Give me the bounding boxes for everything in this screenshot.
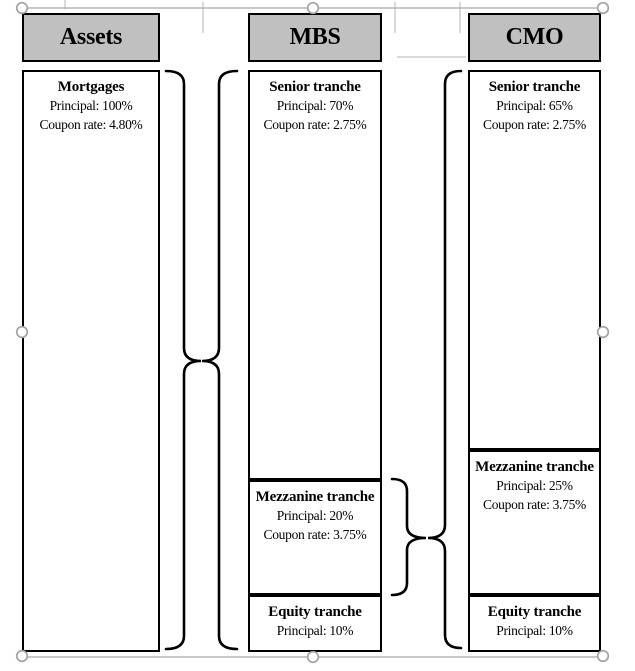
mbs-mezzanine-coupon: Coupon rate: 3.75% (263, 526, 367, 542)
mbs-header-box[interactable]: MBS (248, 13, 382, 62)
mbs-senior-tranche-box[interactable]: Senior tranche Principal: 70% Coupon rat… (248, 70, 382, 480)
mbs-mezzanine-title: Mezzanine tranche (255, 489, 375, 505)
assets-header-box[interactable]: Assets (22, 13, 160, 62)
mbs-equity-tranche-box[interactable]: Equity tranche Principal: 10% (248, 595, 382, 652)
mortgages-title: Mortgages (57, 79, 125, 95)
selection-handle-top-left[interactable] (15, 1, 29, 15)
mbs-mezzanine-principal: Principal: 20% (276, 508, 354, 523)
mbs-equity-principal: Principal: 10% (276, 623, 354, 638)
mbs-mezzanine-tranche-box[interactable]: Mezzanine tranche Principal: 20% Coupon … (248, 480, 382, 595)
selection-handle-bottom-right[interactable] (596, 649, 610, 663)
assets-header-label: Assets (59, 24, 123, 50)
mbs-senior-title: Senior tranche (269, 79, 361, 95)
cmo-senior-title: Senior tranche (488, 79, 581, 95)
cmo-equity-principal: Principal: 10% (496, 623, 573, 638)
brace-assets-closing[interactable] (164, 69, 202, 651)
cmo-senior-coupon: Coupon rate: 2.75% (483, 116, 586, 132)
brace-mbs-opening[interactable] (201, 69, 239, 651)
cmo-header-label: CMO (505, 24, 564, 50)
mbs-equity-title: Equity tranche (268, 604, 362, 620)
cmo-senior-tranche-box[interactable]: Senior tranche Principal: 65% Coupon rat… (468, 70, 601, 450)
cmo-mezzanine-title: Mezzanine tranche (475, 459, 594, 475)
brace-cmo-opening[interactable] (427, 69, 463, 650)
brace-mbs-tranches-closing[interactable] (390, 477, 427, 597)
mortgages-box[interactable]: Mortgages Principal: 100% Coupon rate: 4… (22, 70, 160, 652)
cmo-equity-title: Equity tranche (487, 604, 582, 620)
mortgages-coupon: Coupon rate: 4.80% (39, 116, 143, 132)
mbs-senior-coupon: Coupon rate: 2.75% (263, 116, 367, 132)
mbs-senior-principal: Principal: 70% (276, 98, 354, 113)
cmo-senior-principal: Principal: 65% (496, 98, 573, 113)
cmo-equity-tranche-box[interactable]: Equity tranche Principal: 10% (468, 595, 601, 652)
cmo-mezzanine-principal: Principal: 25% (496, 478, 573, 493)
selection-handle-top-center[interactable] (306, 1, 320, 15)
selection-handle-bottom-center[interactable] (306, 650, 320, 664)
selection-handle-bottom-left[interactable] (15, 649, 29, 663)
cmo-mezzanine-coupon: Coupon rate: 3.75% (483, 496, 586, 512)
mbs-header-label: MBS (289, 24, 341, 50)
mortgages-principal: Principal: 100% (49, 98, 133, 113)
cmo-header-box[interactable]: CMO (468, 13, 601, 62)
selection-handle-top-right[interactable] (596, 1, 610, 15)
cmo-mezzanine-tranche-box[interactable]: Mezzanine tranche Principal: 25% Coupon … (468, 450, 601, 595)
